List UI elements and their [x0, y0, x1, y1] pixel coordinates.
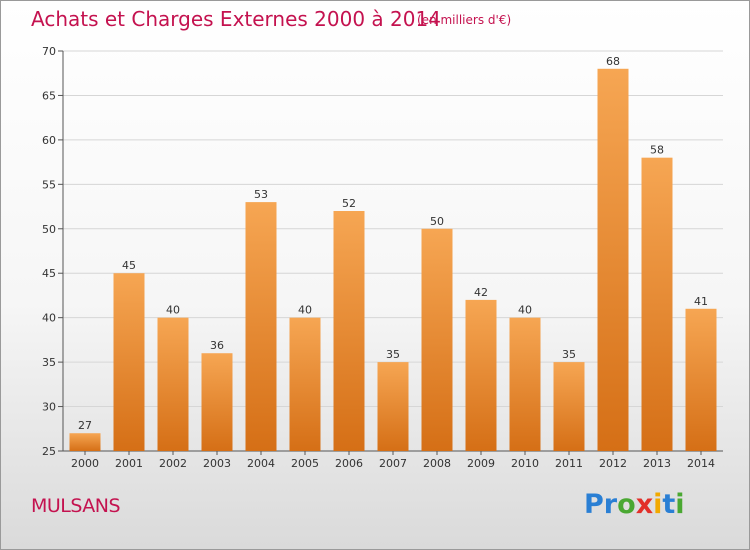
data-label-2006: 52 — [342, 197, 356, 210]
y-tick-label: 70 — [42, 45, 56, 58]
data-label-2011: 35 — [562, 348, 576, 361]
data-label-2003: 36 — [210, 339, 224, 352]
y-tick-label: 40 — [42, 312, 56, 325]
logo-letter: i — [675, 489, 685, 520]
bar-2001 — [113, 273, 145, 451]
y-tick-label: 25 — [42, 445, 56, 458]
y-tick-label: 60 — [42, 134, 56, 147]
data-label-2000: 27 — [78, 419, 92, 432]
bar-2012 — [597, 68, 629, 452]
x-tick-label: 2002 — [159, 457, 187, 470]
bar-2010 — [509, 317, 541, 451]
data-label-2001: 45 — [122, 259, 136, 272]
logo-letter: x — [635, 489, 654, 520]
x-tick-label: 2001 — [115, 457, 143, 470]
logo-letter: i — [653, 489, 663, 520]
y-tick-label: 45 — [42, 267, 56, 280]
x-tick-label: 2006 — [335, 457, 363, 470]
y-tick-label: 65 — [42, 89, 56, 102]
logo-letter: P — [584, 489, 604, 520]
data-label-2002: 40 — [166, 304, 180, 317]
axes: 25 30 35 40 45 50 55 60 65 70 2000 2001 2002 2003 2004… — [42, 45, 723, 470]
bar-2013 — [641, 157, 673, 451]
x-tick-label: 2011 — [555, 457, 583, 470]
data-label-2010: 40 — [518, 304, 532, 317]
data-label-2013: 58 — [650, 144, 664, 157]
data-label-2005: 40 — [298, 304, 312, 317]
bar-2005 — [289, 317, 321, 451]
bar-2007 — [377, 362, 409, 451]
bar-2004 — [245, 202, 277, 451]
y-tick-label: 55 — [42, 178, 56, 191]
x-tick-label: 2014 — [687, 457, 715, 470]
y-tick-label: 35 — [42, 356, 56, 369]
x-tick-label: 2004 — [247, 457, 275, 470]
place-name: MULSANS — [31, 495, 121, 517]
data-labels: 27 45 40 36 53 40 52 35 50 42 40 35 68 58 41 — [78, 55, 708, 432]
proxiti-logo: Proxiti — [584, 489, 685, 520]
bar-2008 — [421, 228, 453, 451]
bar-2003 — [201, 353, 233, 451]
chart-subtitle: (en milliers d'€) — [417, 13, 512, 27]
data-label-2008: 50 — [430, 215, 444, 228]
chart-title: Achats et Charges Externes 2000 à 2014 — [31, 7, 441, 31]
x-tick-label: 2005 — [291, 457, 319, 470]
y-tick-label: 50 — [42, 223, 56, 236]
x-tick-label: 2009 — [467, 457, 495, 470]
x-tick-label: 2007 — [379, 457, 407, 470]
logo-letter: t — [662, 489, 676, 520]
x-tick-label: 2012 — [599, 457, 627, 470]
data-label-2014: 41 — [694, 295, 708, 308]
data-label-2004: 53 — [254, 188, 268, 201]
bar-2002 — [157, 317, 189, 451]
bars — [69, 68, 717, 452]
x-tick-label: 2010 — [511, 457, 539, 470]
x-tick-label: 2000 — [71, 457, 99, 470]
x-tick-label: 2008 — [423, 457, 451, 470]
data-label-2007: 35 — [386, 348, 400, 361]
bar-2006 — [333, 211, 365, 451]
data-label-2009: 42 — [474, 286, 488, 299]
logo-letter: r — [603, 489, 618, 520]
bar-2000 — [69, 433, 101, 451]
x-tick-label: 2013 — [643, 457, 671, 470]
logo-letter: o — [617, 489, 636, 520]
bar-2011 — [553, 362, 585, 451]
x-tick-label: 2003 — [203, 457, 231, 470]
bar-2014 — [685, 308, 717, 451]
y-tick-label: 30 — [42, 401, 56, 414]
data-label-2012: 68 — [606, 55, 620, 68]
bar-2009 — [465, 299, 497, 451]
